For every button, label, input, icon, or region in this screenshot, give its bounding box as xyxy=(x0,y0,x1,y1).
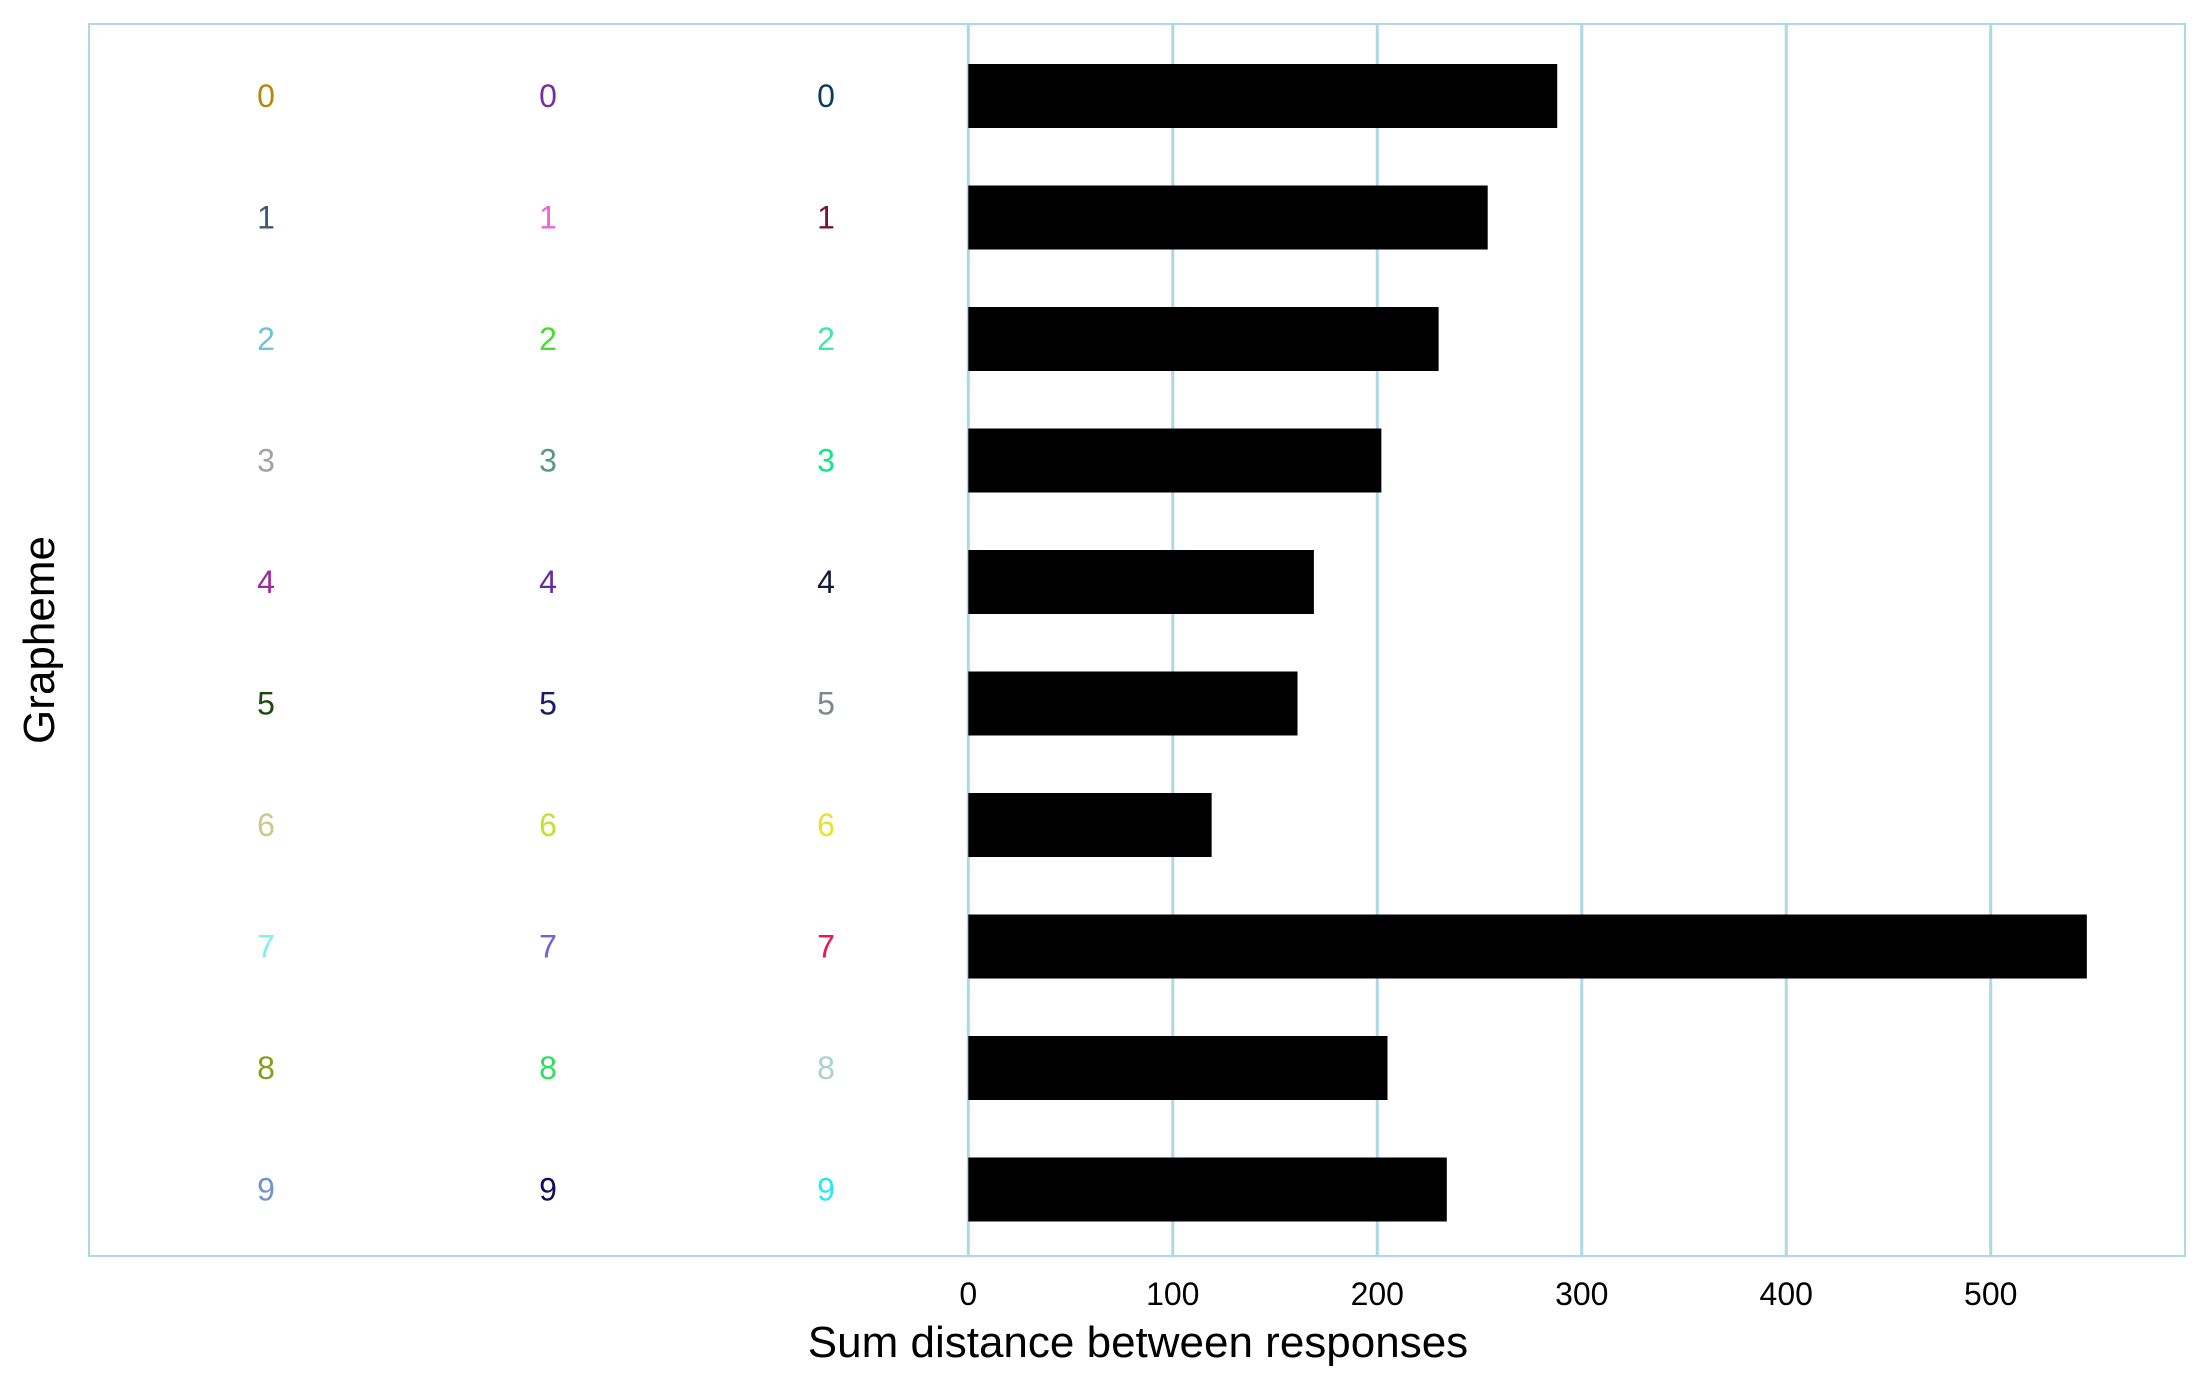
grapheme-5-response-3: 5 xyxy=(817,686,835,722)
grapheme-5-response-1: 5 xyxy=(257,686,275,722)
grapheme-6-response-1: 6 xyxy=(257,807,275,843)
grapheme-0-response-3: 0 xyxy=(817,78,835,114)
bar-grapheme-6 xyxy=(968,793,1212,857)
grapheme-4-response-2: 4 xyxy=(539,564,557,600)
grapheme-2-response-1: 2 xyxy=(257,321,275,357)
grapheme-2-response-3: 2 xyxy=(817,321,835,357)
x-axis-ticks: 0 100 200 300 400 500 xyxy=(959,1276,2017,1312)
panel-border xyxy=(88,23,2186,1257)
x-tick-label: 300 xyxy=(1555,1276,1608,1312)
grapheme-6-response-3: 6 xyxy=(817,807,835,843)
grapheme-0-response-2: 0 xyxy=(539,78,557,114)
grapheme-8-response-1: 8 xyxy=(257,1050,275,1086)
bar-grapheme-2 xyxy=(968,307,1439,371)
bars xyxy=(968,64,2087,1222)
x-tick-label: 400 xyxy=(1760,1276,1813,1312)
x-tick-label: 0 xyxy=(959,1276,977,1312)
x-tick-label: 200 xyxy=(1351,1276,1404,1312)
x-tick-label: 100 xyxy=(1146,1276,1199,1312)
grapheme-7-response-1: 7 xyxy=(257,929,275,965)
bar-grapheme-8 xyxy=(968,1036,1388,1100)
grapheme-3-response-3: 3 xyxy=(817,443,835,479)
x-axis-title: Sum distance between responses xyxy=(808,1318,1468,1367)
bar-grapheme-0 xyxy=(968,64,1558,128)
bar-grapheme-9 xyxy=(968,1157,1447,1222)
grapheme-4-response-1: 4 xyxy=(257,564,275,600)
grapheme-3-response-1: 3 xyxy=(257,443,275,479)
bar-grapheme-3 xyxy=(968,428,1382,493)
x-tick-label: 500 xyxy=(1964,1276,2017,1312)
grapheme-8-response-2: 8 xyxy=(539,1050,557,1086)
grapheme-8-response-3: 8 xyxy=(817,1050,835,1086)
grapheme-6-response-2: 6 xyxy=(539,807,557,843)
grapheme-1-response-2: 1 xyxy=(539,200,557,236)
grapheme-7-response-2: 7 xyxy=(539,929,557,965)
grapheme-4-response-3: 4 xyxy=(817,564,835,600)
grapheme-1-response-3: 1 xyxy=(817,200,835,236)
bar-grapheme-5 xyxy=(968,671,1298,736)
bar-grapheme-4 xyxy=(968,550,1314,614)
bar-grapheme-1 xyxy=(968,185,1488,250)
y-axis-title: Grapheme xyxy=(15,536,64,744)
grapheme-9-response-1: 9 xyxy=(257,1172,275,1208)
grapheme-9-response-2: 9 xyxy=(539,1172,557,1208)
grapheme-9-response-3: 9 xyxy=(817,1172,835,1208)
grapheme-1-response-1: 1 xyxy=(257,200,275,236)
grapheme-7-response-3: 7 xyxy=(817,929,835,965)
grapheme-3-response-2: 3 xyxy=(539,443,557,479)
grapheme-0-response-1: 0 xyxy=(257,78,275,114)
grapheme-2-response-2: 2 xyxy=(539,321,557,357)
bar-grapheme-7 xyxy=(968,914,2087,979)
response-labels: 0 0 0 1 1 1 2 2 2 3 3 3 4 4 4 5 5 5 6 6 6 7 7 7 8 8 8 9 9 9 xyxy=(257,78,835,1208)
grapheme-5-response-2: 5 xyxy=(539,686,557,722)
